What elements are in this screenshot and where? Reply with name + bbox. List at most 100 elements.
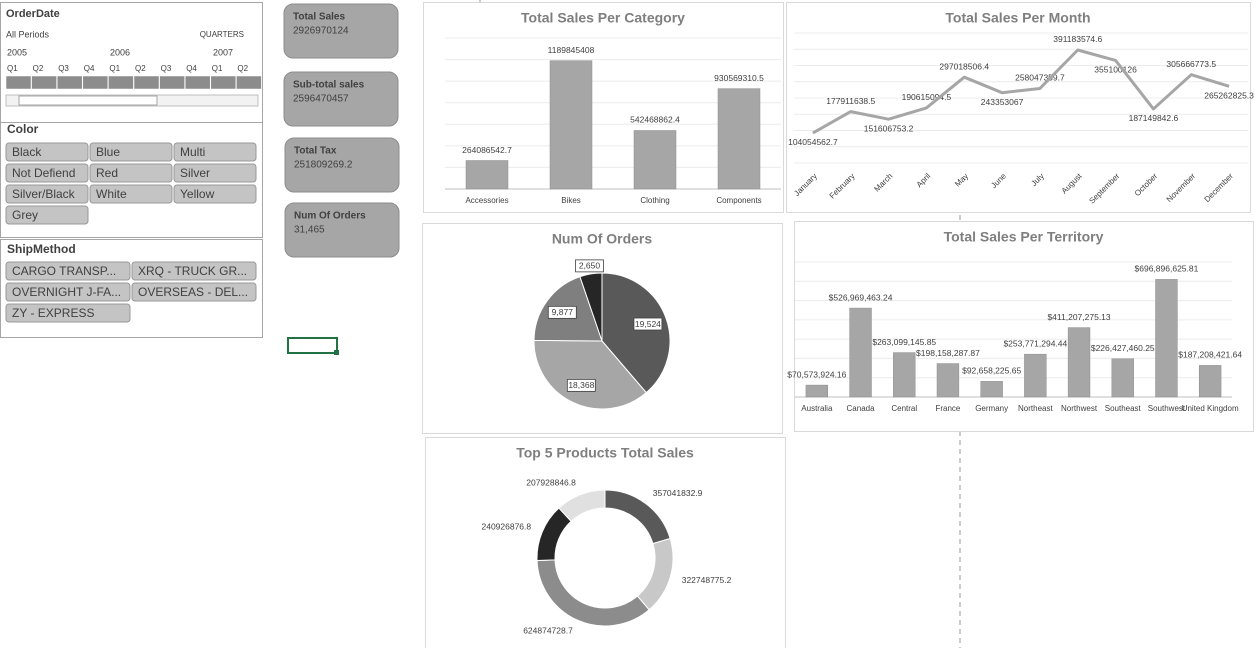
slicer-button[interactable] bbox=[173, 184, 257, 204]
kpi-card bbox=[283, 3, 399, 59]
bar[interactable] bbox=[849, 307, 872, 398]
slice[interactable] bbox=[533, 339, 647, 410]
slicer-button[interactable] bbox=[5, 303, 131, 323]
slicer-period: All Periods bbox=[6, 29, 50, 39]
quarter-label: Q3 bbox=[161, 64, 172, 73]
slicer-button[interactable] bbox=[5, 184, 89, 204]
data-label: 104054562.7 bbox=[788, 137, 838, 147]
quarter-label: Q1 bbox=[109, 64, 120, 73]
data-label: $696,896,625.81 bbox=[1135, 264, 1199, 274]
data-label: 243353067 bbox=[981, 97, 1024, 107]
data-label: 190615094.5 bbox=[902, 92, 952, 102]
x-tick-label: France bbox=[935, 404, 960, 413]
x-tick-label: United Kingdom bbox=[1182, 404, 1239, 413]
data-label: $187,208,421.64 bbox=[1178, 350, 1242, 360]
data-label: 624874728.7 bbox=[523, 625, 573, 635]
x-tick-label: Northwest bbox=[1061, 404, 1098, 413]
data-label: 18,368 bbox=[568, 380, 594, 390]
bar[interactable] bbox=[549, 60, 593, 190]
timeline-cell[interactable] bbox=[31, 75, 57, 90]
slicer-item: Grey bbox=[12, 208, 38, 222]
slicer-button[interactable] bbox=[5, 163, 89, 183]
line bbox=[812, 48, 1230, 135]
slicer-button[interactable] bbox=[5, 261, 131, 281]
kpi-value: 31,465 bbox=[294, 225, 325, 236]
data-label: 151606753.2 bbox=[864, 123, 914, 133]
bar[interactable] bbox=[717, 88, 761, 190]
data-label: 542468862.4 bbox=[630, 115, 680, 125]
kpi-card bbox=[283, 71, 399, 127]
timeline-cell[interactable] bbox=[210, 75, 237, 90]
timeline-cell[interactable] bbox=[82, 75, 109, 90]
chart-title: Total Sales Per Territory bbox=[944, 229, 1104, 245]
timeline-cell[interactable] bbox=[159, 75, 185, 90]
timeline-cell[interactable] bbox=[5, 75, 32, 90]
bar[interactable] bbox=[980, 381, 1003, 398]
bar[interactable] bbox=[936, 363, 960, 398]
slicer-button[interactable] bbox=[5, 142, 89, 162]
timeline-cell[interactable] bbox=[108, 75, 134, 90]
timeline-cell[interactable] bbox=[236, 75, 262, 90]
x-tick-label: Bikes bbox=[561, 196, 581, 205]
label-box bbox=[566, 378, 596, 392]
slice[interactable] bbox=[558, 489, 606, 522]
data-label: $92,658,225.65 bbox=[962, 366, 1021, 376]
quarter-label: Q1 bbox=[212, 64, 223, 73]
slicer-button[interactable] bbox=[131, 261, 257, 281]
slicer-level[interactable]: QUARTERS bbox=[200, 30, 244, 39]
year-label: 2007 bbox=[213, 47, 233, 57]
bar[interactable] bbox=[633, 130, 677, 190]
kpi-value: 2596470457 bbox=[293, 94, 349, 105]
timeline-cell[interactable] bbox=[133, 75, 160, 90]
bar[interactable] bbox=[1198, 365, 1222, 398]
slicer-button[interactable] bbox=[131, 282, 257, 302]
chart-title: Top 5 Products Total Sales bbox=[516, 445, 694, 461]
bar[interactable] bbox=[465, 160, 509, 190]
slicer-button[interactable] bbox=[5, 282, 131, 302]
slicer-button[interactable] bbox=[89, 184, 173, 204]
year-label: 2005 bbox=[7, 47, 27, 57]
kpi-value: 251809269.2 bbox=[294, 160, 353, 171]
kpi-label: Num Of Orders bbox=[294, 211, 366, 222]
slicer-button[interactable] bbox=[173, 142, 257, 162]
selected-cell[interactable] bbox=[287, 337, 338, 354]
timeline-cell[interactable] bbox=[184, 75, 211, 90]
chart-title: Total Sales Per Month bbox=[945, 10, 1090, 26]
slicer-button[interactable] bbox=[5, 205, 89, 225]
x-tick-label: Australia bbox=[801, 404, 833, 413]
slicer-item: Multi bbox=[180, 145, 205, 159]
bar[interactable] bbox=[805, 384, 829, 398]
slice[interactable] bbox=[579, 272, 603, 342]
slice[interactable] bbox=[601, 272, 671, 394]
x-tick-label: Southeast bbox=[1105, 404, 1142, 413]
slicer-button[interactable] bbox=[89, 142, 173, 162]
data-label: 930569310.5 bbox=[714, 73, 764, 83]
data-label: 357041832.9 bbox=[653, 488, 703, 498]
data-label: 258047359.7 bbox=[1015, 73, 1065, 83]
fill-handle[interactable] bbox=[334, 350, 339, 355]
slicer-button[interactable] bbox=[173, 163, 257, 183]
kpi-label: Total Tax bbox=[294, 146, 337, 157]
x-tick-label: Canada bbox=[847, 404, 876, 413]
slicer-item: XRQ - TRUCK GR... bbox=[138, 264, 247, 278]
data-label: $526,969,463.24 bbox=[829, 292, 893, 302]
bar[interactable] bbox=[1155, 279, 1178, 398]
bar[interactable] bbox=[1024, 353, 1047, 398]
quarter-label: Q3 bbox=[58, 64, 69, 73]
bar[interactable] bbox=[1111, 358, 1134, 398]
x-tick-label: Clothing bbox=[640, 196, 669, 205]
slicer-item: CARGO TRANSP... bbox=[12, 264, 116, 278]
data-label: $253,771,294.44 bbox=[1003, 338, 1067, 348]
data-label: 19,524 bbox=[635, 319, 661, 329]
slicer-button[interactable] bbox=[89, 163, 173, 183]
timeline-cell[interactable] bbox=[56, 75, 83, 90]
quarter-label: Q4 bbox=[84, 64, 95, 73]
bar[interactable] bbox=[1067, 327, 1091, 398]
scroll-thumb[interactable] bbox=[18, 95, 158, 106]
kpi-label: Sub-total sales bbox=[293, 80, 365, 91]
bar[interactable] bbox=[893, 352, 916, 398]
x-tick-label: Central bbox=[891, 404, 917, 413]
slicer-item: Not Defiend bbox=[12, 166, 75, 180]
